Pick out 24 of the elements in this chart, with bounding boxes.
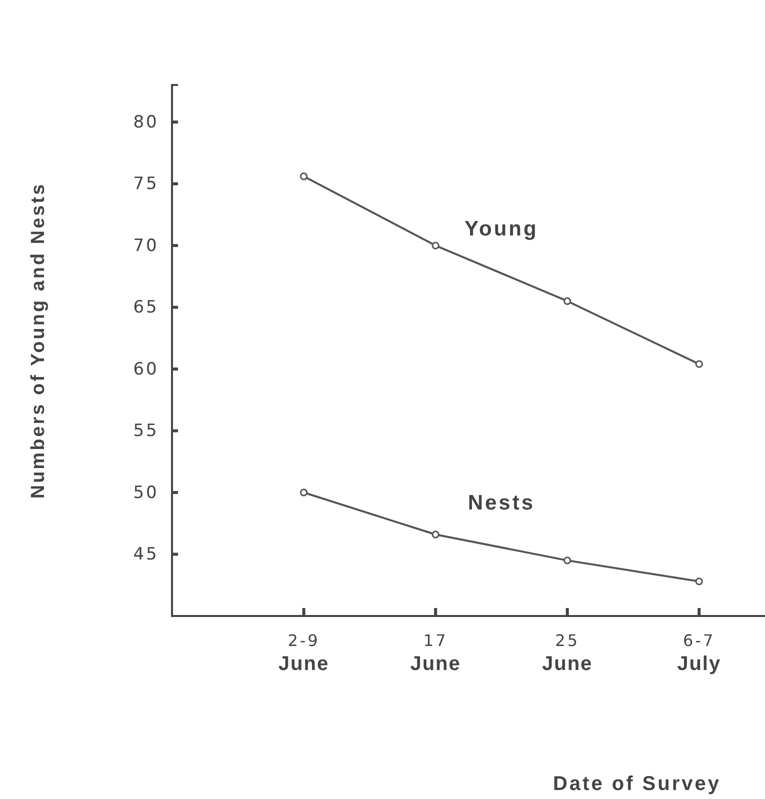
y-tick-label: 65 bbox=[133, 298, 159, 318]
series-label: Nests bbox=[468, 491, 536, 514]
y-axis-title: Numbers of Young and Nests bbox=[28, 182, 49, 499]
point bbox=[563, 556, 572, 564]
point bbox=[695, 578, 703, 586]
point bbox=[695, 360, 703, 368]
x-tick-label: 2-9 June bbox=[278, 631, 330, 675]
y-tick-label: 75 bbox=[133, 174, 159, 194]
x-tick-label: 6-7 July bbox=[677, 631, 722, 675]
point bbox=[563, 297, 572, 305]
x-tick-label: 25 June bbox=[542, 631, 593, 675]
y-tick-label: 70 bbox=[133, 236, 159, 256]
y-tick-label: 50 bbox=[133, 482, 159, 503]
point bbox=[300, 172, 308, 180]
x-axis-title: Date of Survey bbox=[552, 773, 722, 795]
y-tick-label: 55 bbox=[133, 421, 159, 442]
y-tick-label: 45 bbox=[133, 544, 159, 565]
series-label: Young bbox=[464, 217, 538, 240]
point bbox=[300, 488, 308, 496]
y-tick-label: 80 bbox=[133, 112, 159, 132]
point bbox=[432, 530, 440, 538]
x-tick-label: 17 June bbox=[410, 631, 461, 675]
point bbox=[432, 242, 440, 250]
y-tick-label: 60 bbox=[133, 359, 159, 380]
